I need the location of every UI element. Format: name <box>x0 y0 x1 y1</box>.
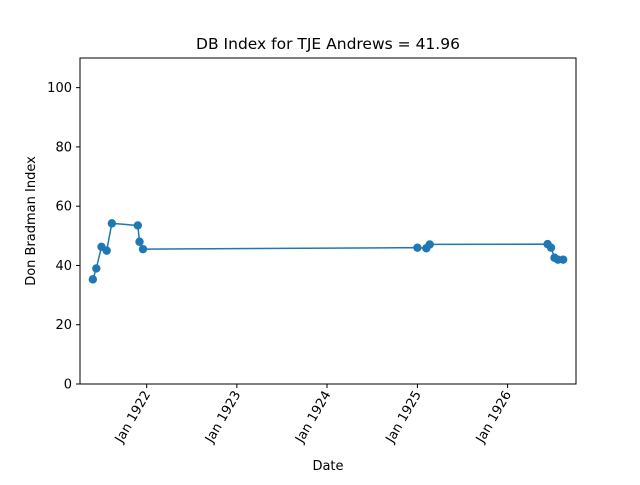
y-tick-label: 0 <box>64 378 72 393</box>
data-point <box>558 255 568 264</box>
data-point <box>546 243 556 252</box>
y-tick-label: 40 <box>55 259 72 274</box>
data-point <box>102 246 111 255</box>
y-axis: 0 20 40 60 80 100 <box>47 81 80 393</box>
y-tick-label: 100 <box>47 81 72 96</box>
data-point <box>135 237 144 246</box>
y-tick-label: 80 <box>55 140 72 155</box>
y-tick-label: 20 <box>55 318 72 333</box>
data-point <box>413 243 422 252</box>
chart-title: DB Index for TJE Andrews = 41.96 <box>196 35 460 53</box>
data-point <box>88 275 98 284</box>
y-axis-label: Don Bradman Index <box>24 156 39 286</box>
x-axis-label: Date <box>312 459 343 474</box>
series-layer <box>88 219 568 284</box>
data-point <box>92 264 101 273</box>
plot-frame <box>79 57 577 385</box>
data-point <box>133 221 143 230</box>
data-point <box>107 219 117 228</box>
y-tick-label: 60 <box>55 200 72 215</box>
data-point <box>425 240 434 249</box>
data-point <box>138 244 148 254</box>
